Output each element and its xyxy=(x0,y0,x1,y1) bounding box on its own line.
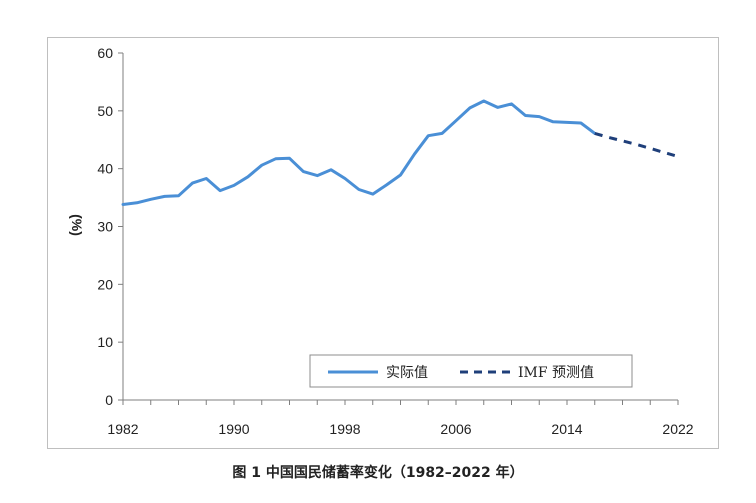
y-tick-label: 60 xyxy=(97,45,113,61)
series-lines xyxy=(121,99,679,206)
y-tick-label: 10 xyxy=(97,334,113,350)
x-tick-label: 2022 xyxy=(662,421,693,437)
legend-label-actual: 实际值 xyxy=(386,365,428,381)
x-tick-label: 2006 xyxy=(440,421,471,437)
x-tick-label: 1982 xyxy=(107,421,138,437)
legend-label-forecast: IMF 预测值 xyxy=(518,365,594,381)
x-tick-label: 1998 xyxy=(329,421,360,437)
forecast-series-line xyxy=(594,131,679,158)
y-tick-label: 40 xyxy=(97,161,113,177)
y-tick-label: 20 xyxy=(97,276,113,292)
actual-series-line xyxy=(121,99,597,206)
legend: 实际值 IMF 预测值 xyxy=(309,354,633,388)
axes xyxy=(122,53,678,401)
y-tick-label: 30 xyxy=(97,219,113,235)
ticks: 0 10 20 30 40 50 60 1982 1990 1998 2006 2014 2022 xyxy=(97,45,693,437)
y-tick-label: 50 xyxy=(97,103,113,119)
x-tick-label: 2014 xyxy=(551,421,582,437)
y-axis-label: (%) xyxy=(69,214,85,236)
figure-caption: 图 1 中国国民储蓄率变化（1982–2022 年） xyxy=(232,465,524,481)
y-tick-label: 0 xyxy=(105,392,113,408)
x-tick-label: 1990 xyxy=(218,421,249,437)
